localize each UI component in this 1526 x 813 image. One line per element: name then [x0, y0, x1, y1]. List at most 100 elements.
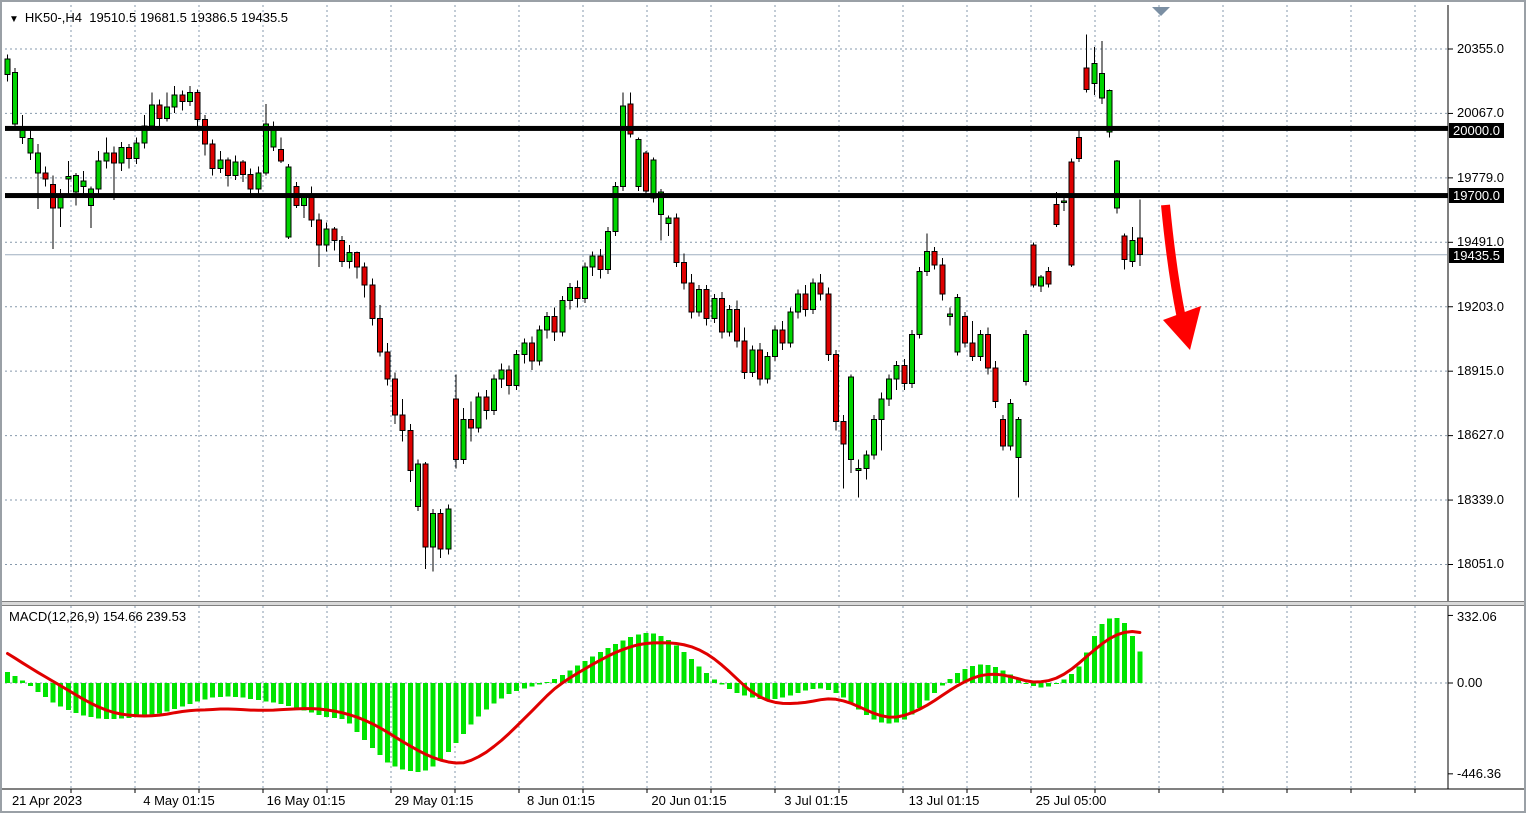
- macd-histogram-bar: [141, 683, 147, 717]
- macd-histogram-bar: [331, 683, 337, 719]
- bull-candle: [475, 396, 482, 429]
- bull-candle: [582, 266, 589, 299]
- macd-histogram-bar: [1000, 670, 1006, 683]
- time-tick: 25 Jul 05:00: [1035, 793, 1107, 808]
- macd-histogram-bar: [347, 683, 352, 724]
- bear-candle: [422, 463, 429, 548]
- macd-histogram-bar: [35, 683, 41, 693]
- macd-histogram-bar: [316, 683, 322, 715]
- macd-histogram-bar: [590, 656, 596, 683]
- macd-histogram-bar: [932, 683, 938, 693]
- macd-histogram-bar: [939, 683, 945, 686]
- bull-candle: [749, 349, 756, 373]
- macd-histogram-bar: [780, 683, 786, 698]
- macd-histogram-bar: [924, 683, 930, 701]
- bear-candle: [741, 340, 748, 373]
- bull-candle: [566, 286, 573, 302]
- macd-histogram-bar: [491, 683, 497, 704]
- macd-histogram-bar: [126, 683, 132, 719]
- time-tick: 4 May 01:15: [143, 793, 215, 808]
- bear-candle: [506, 369, 513, 387]
- level-price-label-19700: 19700.0: [1449, 188, 1504, 203]
- bear-candle: [1000, 418, 1007, 447]
- macd-histogram-bar: [977, 664, 983, 683]
- price-tick: 19203.0: [1457, 299, 1504, 314]
- bear-candle: [392, 378, 399, 416]
- bear-candle: [399, 414, 406, 431]
- bear-candle: [224, 159, 231, 176]
- bear-candle: [247, 173, 254, 190]
- bull-candle: [1091, 63, 1098, 85]
- bear-candle: [962, 315, 969, 344]
- macd-histogram-bar: [157, 683, 162, 714]
- macd-histogram-bar: [651, 633, 656, 683]
- bull-candle: [27, 137, 34, 154]
- macd-histogram-bar: [217, 683, 223, 697]
- macd-histogram-bar: [1099, 623, 1105, 683]
- bull-candle: [34, 152, 41, 174]
- macd-histogram-bar: [848, 683, 854, 704]
- macd-histogram-bar: [772, 683, 778, 699]
- panel-divider: [2, 601, 1524, 602]
- macd-histogram-bar: [385, 683, 390, 763]
- bear-candle: [992, 367, 999, 402]
- bull-candle: [772, 329, 779, 358]
- bear-candle: [673, 217, 680, 264]
- bear-candle: [452, 398, 459, 461]
- macd-histogram-bar: [734, 683, 740, 693]
- bear-candle: [1068, 161, 1075, 266]
- bull-candle: [1007, 403, 1014, 447]
- macd-signal-line: [6, 630, 1142, 765]
- macd-histogram-bar: [962, 668, 968, 683]
- bull-candle: [620, 105, 627, 188]
- bull-candle: [285, 166, 292, 238]
- bear-candle: [1076, 136, 1083, 160]
- bull-candle: [946, 313, 953, 317]
- macd-histogram-bar: [339, 683, 345, 720]
- macd-histogram-bar: [377, 683, 383, 756]
- macd-histogram-bar: [917, 683, 922, 708]
- bull-candle: [186, 92, 193, 103]
- macd-histogram-bar: [233, 683, 238, 697]
- bull-candle: [72, 174, 79, 193]
- macd-histogram-bar: [833, 683, 839, 694]
- bull-candle: [536, 329, 543, 362]
- bear-candle: [756, 349, 763, 380]
- price-tick: 18051.0: [1457, 556, 1504, 571]
- macd-histogram-bar: [597, 652, 603, 683]
- macd-histogram-bar: [1084, 652, 1090, 683]
- macd-histogram-bar: [309, 683, 314, 713]
- symbol-ohlc-header: ▼ HK50-,H4 19510.5 19681.5 19386.5 19435.…: [9, 10, 288, 25]
- macd-histogram-bar: [605, 647, 611, 683]
- macd-histogram-bar: [711, 679, 717, 683]
- macd-histogram-bar: [210, 683, 216, 698]
- bear-candle: [1053, 203, 1060, 226]
- macd-histogram-bar: [430, 683, 436, 767]
- macd-histogram-bar: [856, 683, 862, 710]
- bear-candle: [528, 342, 535, 362]
- bull-candle: [787, 311, 794, 344]
- bear-candle: [840, 421, 847, 445]
- bear-candle: [1136, 237, 1143, 256]
- bull-candle: [118, 146, 125, 164]
- symbol-dropdown-icon[interactable]: ▼: [9, 14, 19, 25]
- macd-histogram-bar: [1053, 683, 1059, 685]
- bull-candle: [498, 369, 505, 380]
- bull-candle: [490, 378, 497, 411]
- macd-histogram-bar: [803, 683, 808, 691]
- bull-candle: [916, 271, 923, 335]
- ohlc-values: 19510.5 19681.5 19386.5 19435.5: [89, 10, 289, 25]
- price-tick: 19779.0: [1457, 170, 1504, 185]
- bear-candle: [483, 396, 490, 411]
- price-tick: 18627.0: [1457, 427, 1504, 442]
- macd-histogram-bar: [1122, 622, 1128, 683]
- bull-candle: [95, 160, 102, 190]
- bear-candle: [832, 353, 839, 423]
- bear-candle: [817, 282, 824, 295]
- bull-candle: [908, 333, 915, 384]
- macd-histogram-bar: [12, 675, 18, 683]
- bull-candle: [711, 297, 718, 320]
- bull-candle: [977, 333, 984, 358]
- bull-candle: [217, 159, 224, 170]
